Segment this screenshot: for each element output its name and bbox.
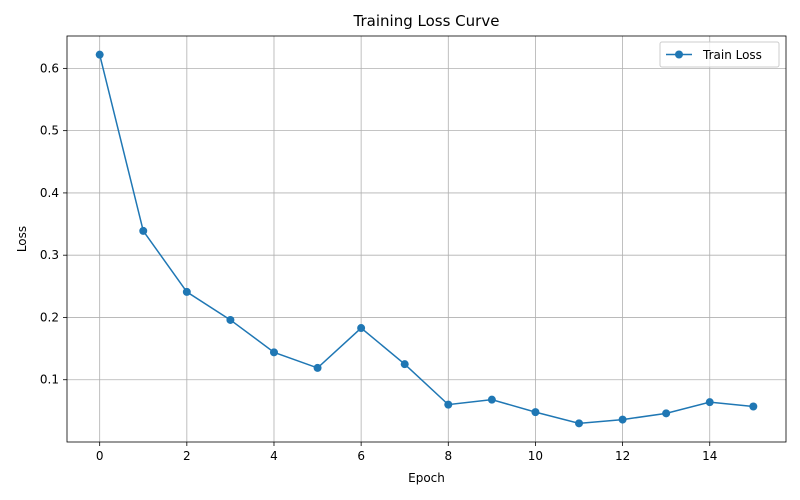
y-tick-label: 0.2 [40,310,59,324]
x-tick-label: 6 [357,449,365,463]
x-tick-label: 2 [183,449,191,463]
data-point [618,415,627,424]
data-point [313,363,322,372]
data-point [400,360,409,369]
x-tick-label: 12 [615,449,630,463]
data-point [662,409,671,418]
data-point [531,408,540,417]
legend-box [659,41,780,68]
legend: Train Loss [659,41,780,68]
y-tick-label: 0.6 [40,61,59,75]
data-point [705,398,714,407]
y-tick-label: 0.3 [40,248,59,262]
data-point [749,402,758,411]
data-point [487,395,496,404]
y-axis-label: Loss [15,226,29,252]
data-point [357,324,366,333]
x-tick-label: 14 [702,449,717,463]
data-point [575,419,584,428]
plot-frame [66,35,787,443]
legend-marker-swatch [675,50,683,59]
data-point [95,50,104,59]
data-point [444,400,453,409]
plot-series [95,50,758,428]
legend-label-train-loss: Train Loss [702,48,762,62]
x-tick-label: 8 [444,449,452,463]
x-tick-label: 4 [270,449,278,463]
y-tick-label: 0.5 [40,124,59,138]
x-tick-label: 10 [528,449,543,463]
data-point [269,348,278,357]
y-tick-label: 0.4 [40,186,59,200]
axis-ticks: 0 2 4 6 8 10 12 14 0.1 0.2 0.3 0.4 0.5 0.6 [40,61,717,463]
series-line-train-loss [98,54,754,425]
data-point [139,226,148,235]
data-point [226,315,235,324]
grid [67,36,786,442]
x-axis-label: Epoch [408,471,445,485]
chart-title: Training Loss Curve [353,12,500,30]
data-point [182,287,191,296]
y-tick-label: 0.1 [40,373,59,387]
x-tick-label: 0 [96,449,104,463]
